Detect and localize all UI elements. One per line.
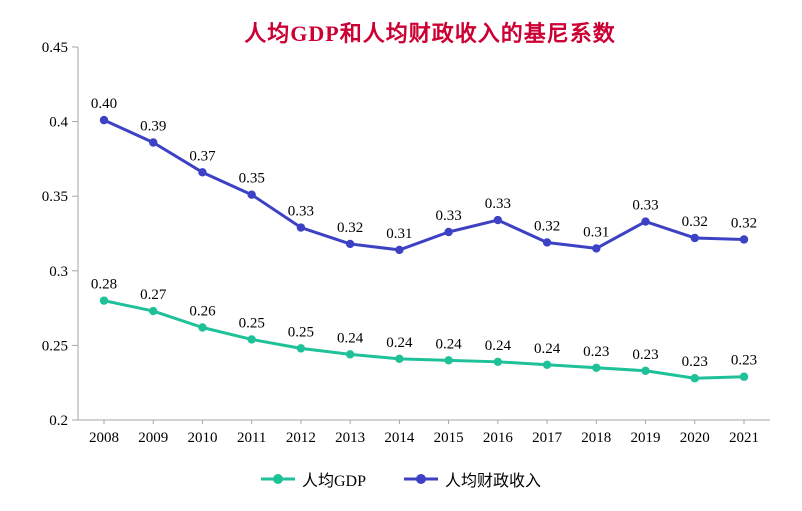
x-tick-label: 2017 <box>532 430 563 446</box>
y-tick-label: 0.2 <box>49 413 68 429</box>
x-tick-label: 2019 <box>631 430 661 446</box>
x-tick-label: 2013 <box>335 430 365 446</box>
data-point <box>493 357 503 367</box>
data-label: 0.32 <box>731 215 757 231</box>
data-label: 0.31 <box>583 224 609 240</box>
data-point <box>542 238 552 247</box>
data-point <box>395 245 404 255</box>
x-tick-label: 2011 <box>237 430 266 446</box>
legend-label-fiscal-revenue: 人均财政收入 <box>445 473 542 490</box>
data-point <box>198 168 207 177</box>
data-label: 0.33 <box>288 204 314 220</box>
data-point <box>690 233 699 243</box>
data-point <box>247 190 256 199</box>
x-tick-label: 2009 <box>138 430 168 446</box>
data-point <box>345 350 355 359</box>
x-tick-label: 2012 <box>286 430 316 446</box>
y-tick-label: 0.3 <box>49 264 68 280</box>
data-label: 0.33 <box>485 196 511 212</box>
x-tick-label: 2008 <box>89 430 119 446</box>
data-label: 0.33 <box>632 198 658 214</box>
data-label: 0.23 <box>632 347 658 363</box>
data-point <box>296 223 306 232</box>
series-line-1 <box>102 118 746 252</box>
data-point <box>296 344 306 353</box>
data-label: 0.35 <box>239 171 265 187</box>
data-point <box>149 138 158 147</box>
x-tick-label: 2016 <box>483 430 514 446</box>
data-point <box>690 374 699 383</box>
data-label: 0.24 <box>485 338 512 354</box>
data-label: 0.40 <box>91 96 117 112</box>
data-label: 0.31 <box>386 226 412 242</box>
data-point <box>641 366 650 375</box>
data-label: 0.24 <box>534 341 561 357</box>
data-point <box>739 372 749 381</box>
data-label: 0.39 <box>140 118 166 134</box>
x-tick-label: 2020 <box>680 430 710 446</box>
data-point <box>247 335 256 344</box>
chart-legend: 人均GDP 人均财政收入 <box>0 467 802 491</box>
data-point <box>444 227 453 237</box>
data-label: 0.37 <box>189 148 216 164</box>
data-point <box>493 215 503 225</box>
y-tick-label: 0.25 <box>42 338 68 354</box>
data-point <box>592 244 601 253</box>
data-label: 0.28 <box>91 277 117 293</box>
data-point <box>99 115 109 125</box>
legend-marker-line-dot-icon <box>260 474 295 484</box>
series-line-0 <box>102 299 746 380</box>
data-label: 0.23 <box>731 353 757 369</box>
data-point <box>641 217 650 226</box>
x-tick-label: 2018 <box>581 430 611 446</box>
data-point <box>592 363 601 372</box>
data-label: 0.33 <box>435 208 461 224</box>
data-label: 0.23 <box>583 344 609 360</box>
data-point <box>542 360 552 369</box>
data-label: 0.24 <box>337 330 364 346</box>
data-label: 0.25 <box>239 315 265 331</box>
data-point <box>149 306 158 316</box>
y-tick-label: 0.45 <box>42 40 68 56</box>
data-point <box>444 356 453 365</box>
data-label: 0.32 <box>534 218 560 234</box>
data-point <box>395 354 404 364</box>
y-tick-label: 0.4 <box>49 115 68 131</box>
x-tick-label: 2015 <box>434 430 464 446</box>
data-label: 0.24 <box>386 335 413 351</box>
data-label: 0.23 <box>682 354 708 370</box>
y-tick-label: 0.35 <box>42 189 68 205</box>
data-label: 0.26 <box>189 303 216 319</box>
line-chart-plot: 0.2 0.25 0.3 0.35 0.4 0.45 2008 2009 2010 2011 201… <box>42 40 770 446</box>
x-tick-label: 2014 <box>384 430 415 446</box>
x-tick-label: 2010 <box>187 430 217 446</box>
legend-marker-line-dot-icon <box>404 474 438 484</box>
x-tick-label: 2021 <box>729 430 759 446</box>
data-point <box>739 235 749 244</box>
data-label: 0.32 <box>682 214 708 230</box>
data-label: 0.32 <box>337 220 363 236</box>
data-label: 0.27 <box>140 287 167 303</box>
data-point <box>345 239 355 249</box>
chart-title: 人均GDP和人均财政收入的基尼系数 <box>244 21 616 46</box>
legend-item-fiscal-revenue: 人均财政收入 <box>404 467 541 491</box>
data-label: 0.25 <box>288 324 314 340</box>
legend-label-gdp: 人均GDP <box>301 473 366 490</box>
data-point <box>198 323 207 332</box>
data-label: 0.24 <box>435 336 462 352</box>
data-point <box>99 296 109 305</box>
legend-item-gdp: 人均GDP <box>260 467 366 491</box>
